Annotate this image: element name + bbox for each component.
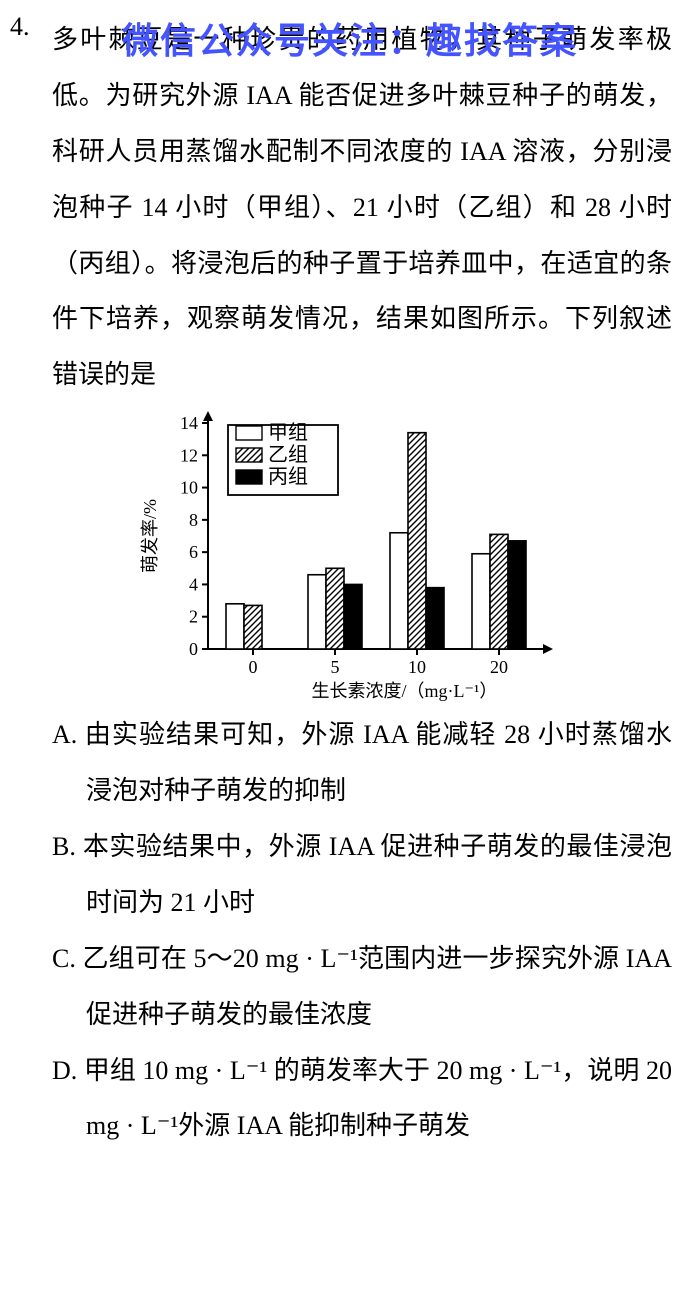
svg-text:丙组: 丙组 [268, 465, 308, 488]
option-a-text: 由实验结果可知，外源 IAA 能减轻 28 小时蒸馏水浸泡对种子萌发的抑制 [85, 720, 672, 805]
svg-text:甲组: 甲组 [268, 421, 308, 444]
svg-text:8: 8 [189, 510, 198, 530]
question-number: 4. [10, 12, 30, 42]
svg-text:生长素浓度/（mg·L⁻¹）: 生长素浓度/（mg·L⁻¹） [312, 681, 498, 701]
option-b-text: 本实验结果中，外源 IAA 促进种子萌发的最佳浸泡时间为 21 小时 [83, 832, 672, 917]
svg-text:萌发率/%: 萌发率/% [140, 499, 160, 573]
option-a: A. 由实验结果可知，外源 IAA 能减轻 28 小时蒸馏水浸泡对种子萌发的抑制 [52, 707, 672, 819]
option-b: B. 本实验结果中，外源 IAA 促进种子萌发的最佳浸泡时间为 21 小时 [52, 819, 672, 931]
svg-text:12: 12 [180, 446, 198, 466]
svg-text:4: 4 [189, 575, 198, 595]
chart-svg: 0 2 4 6 8 10 12 14 0 5 10 20 生长素浓度/（mg·L⁻¹） 萌发率/% 甲组乙组… [136, 411, 556, 701]
svg-text:乙组: 乙组 [268, 443, 308, 466]
question-block: 4. 多叶棘豆是一种珍贵的药用植物，其种子萌发率极低。为研究外源 IAA 能否促… [0, 0, 700, 1164]
question-stem: 多叶棘豆是一种珍贵的药用植物，其种子萌发率极低。为研究外源 IAA 能否促进多叶… [52, 12, 672, 403]
option-c-text: 乙组可在 5～20 mg · L⁻¹范围内进一步探究外源 IAA 促进种子萌发的… [82, 944, 672, 1029]
svg-text:14: 14 [180, 413, 198, 433]
svg-text:10: 10 [408, 657, 426, 677]
germination-chart: 0 2 4 6 8 10 12 14 0 5 10 20 生长素浓度/（mg·L⁻¹） 萌发率/% 甲组乙组… [136, 411, 556, 701]
svg-text:20: 20 [490, 657, 508, 677]
option-d: D. 甲组 10 mg · L⁻¹ 的萌发率大于 20 mg · L⁻¹，说明 … [52, 1043, 672, 1155]
option-d-text: 甲组 10 mg · L⁻¹ 的萌发率大于 20 mg · L⁻¹，说明 20 … [84, 1056, 672, 1141]
svg-text:10: 10 [180, 478, 198, 498]
option-c: C. 乙组可在 5～20 mg · L⁻¹范围内进一步探究外源 IAA 促进种子… [52, 931, 672, 1043]
svg-text:0: 0 [249, 657, 258, 677]
svg-text:0: 0 [189, 639, 198, 659]
svg-text:2: 2 [189, 607, 198, 627]
options-list: A. 由实验结果可知，外源 IAA 能减轻 28 小时蒸馏水浸泡对种子萌发的抑制… [52, 707, 672, 1154]
chart-container: 0 2 4 6 8 10 12 14 0 5 10 20 生长素浓度/（mg·L⁻¹） 萌发率/% 甲组乙组… [20, 411, 672, 701]
svg-text:6: 6 [189, 542, 198, 562]
svg-text:5: 5 [331, 657, 340, 677]
